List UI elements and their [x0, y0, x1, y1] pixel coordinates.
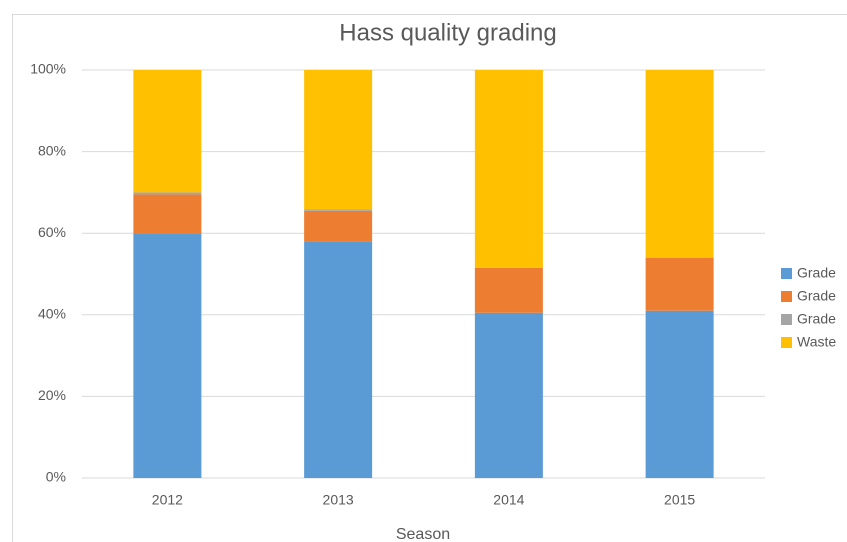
bar-segment: [645, 257, 714, 311]
bar-segment: [474, 267, 543, 313]
legend-label: Grade: [797, 288, 836, 304]
x-axis-title: Season: [396, 526, 450, 542]
bar-segment: [133, 192, 202, 195]
legend-label: Waste: [797, 334, 836, 350]
legend-swatch: [781, 291, 792, 302]
bar-segment: [304, 209, 373, 211]
legend-swatch: [781, 268, 792, 279]
x-tick-label: 2013: [323, 492, 354, 508]
x-tick-label: 2014: [493, 492, 524, 508]
y-tick-label: 40%: [38, 306, 66, 322]
bar-segment: [645, 70, 714, 258]
y-tick-label: 80%: [38, 142, 66, 158]
x-tick-label: 2012: [152, 492, 183, 508]
bar-segment: [304, 70, 373, 210]
chart-title: Hass quality grading: [339, 19, 556, 46]
bar-segment: [474, 70, 543, 268]
bar-segment: [304, 241, 373, 478]
y-tick-label: 60%: [38, 224, 66, 240]
bar-segment: [133, 194, 202, 234]
bar-segment: [133, 233, 202, 478]
legend-swatch: [781, 337, 792, 348]
legend-swatch: [781, 314, 792, 325]
bar-segment: [304, 210, 373, 242]
bar-segment: [645, 310, 714, 478]
bar-segment: [133, 70, 202, 193]
x-tick-label: 2015: [664, 492, 695, 508]
legend-label: Grade: [797, 311, 836, 327]
y-tick-label: 20%: [38, 387, 66, 403]
y-tick-label: 0%: [46, 469, 66, 485]
y-tick-label: 100%: [30, 61, 66, 77]
legend-label: Grade: [797, 265, 836, 281]
bar-segment: [474, 312, 543, 478]
